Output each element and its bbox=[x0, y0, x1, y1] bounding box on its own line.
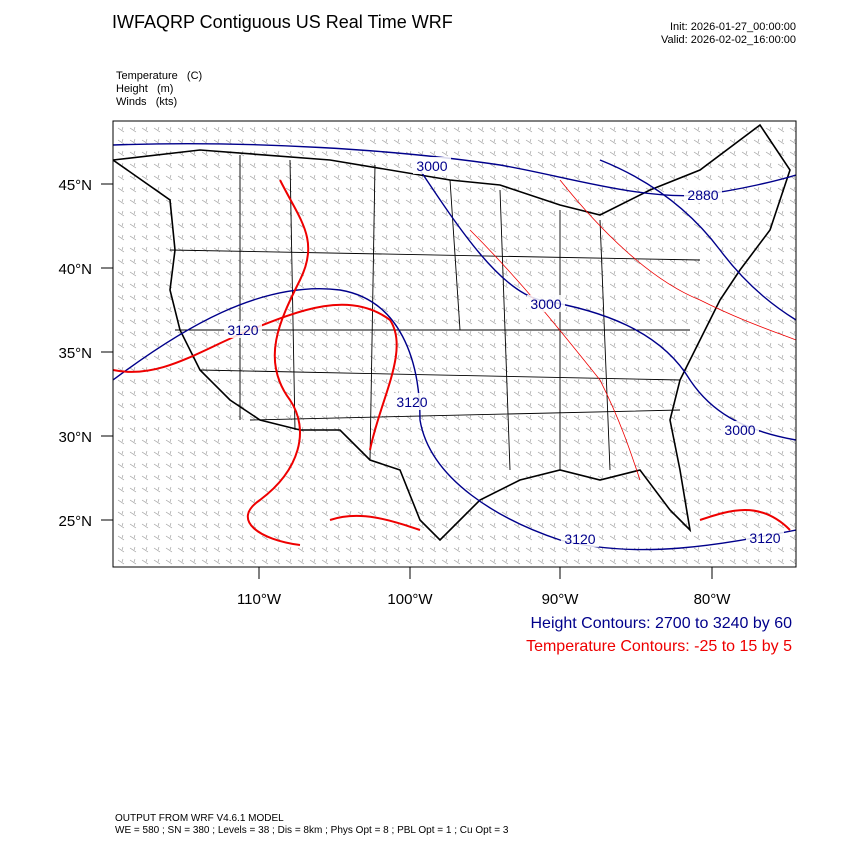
lon-label: 80°W bbox=[694, 591, 732, 608]
contour-label: 3120 bbox=[749, 530, 780, 546]
contour-label: 3120 bbox=[396, 394, 427, 410]
temperature-legend: Temperature Contours: -25 to 15 by 5 bbox=[526, 638, 792, 655]
map-frame bbox=[112, 120, 797, 568]
coastline bbox=[113, 123, 791, 542]
contour-label-box bbox=[561, 530, 599, 547]
height-legend: Height Contours: 2700 to 3240 by 60 bbox=[530, 615, 792, 632]
footer-model: OUTPUT FROM WRF V4.6.1 MODEL bbox=[115, 813, 284, 824]
contour-label: 3000 bbox=[724, 422, 755, 438]
contour-label-box bbox=[746, 529, 784, 546]
lat-label: 25°N bbox=[58, 513, 92, 530]
field-label: Winds (kts) bbox=[116, 96, 177, 108]
height-contours bbox=[113, 143, 796, 551]
lat-label: 35°N bbox=[58, 345, 92, 362]
contour-label: 3000 bbox=[416, 158, 447, 174]
contour-label-box bbox=[224, 321, 262, 338]
contour-label: 3120 bbox=[564, 531, 595, 547]
graticule-ticks: 45°N 40°N 35°N 30°N 25°N 110°W 100°W 90°W 80°W bbox=[58, 177, 731, 608]
init-time: Init: 2026-01-27_00:00:00 bbox=[670, 21, 796, 33]
lat-label: 40°N bbox=[58, 261, 92, 278]
valid-time: Valid: 2026-02-02_16:00:00 bbox=[661, 34, 796, 46]
contour-label: 3000 bbox=[530, 296, 561, 312]
footer-settings: WE = 580 ; SN = 380 ; Levels = 38 ; Dis … bbox=[115, 825, 509, 836]
field-label: Temperature (C) bbox=[116, 70, 202, 82]
temperature-contours bbox=[113, 179, 791, 546]
contour-label: 3120 bbox=[227, 322, 258, 338]
temperature-contours-minor bbox=[469, 179, 796, 481]
contour-label-box bbox=[684, 186, 722, 203]
contour-label: 2880 bbox=[687, 187, 718, 203]
lon-label: 90°W bbox=[542, 591, 580, 608]
contour-labels: 3000 2880 3000 3120 3120 3000 3120 3120 bbox=[224, 157, 784, 547]
lon-label: 110°W bbox=[237, 591, 282, 608]
field-label: Height (m) bbox=[116, 83, 173, 95]
contour-label-box bbox=[721, 421, 759, 438]
map: 3000 2880 3000 3120 3120 3000 3120 3120 45°N 40°… bbox=[58, 120, 797, 608]
lon-label: 100°W bbox=[387, 591, 433, 608]
contour-label-box bbox=[393, 393, 431, 410]
contour-label-box bbox=[527, 295, 565, 312]
title: IWFAQRP Contiguous US Real Time WRF bbox=[112, 12, 453, 32]
map-content: 3000 2880 3000 3120 3120 3000 3120 3120 bbox=[113, 123, 796, 565]
contour-label-box bbox=[413, 157, 451, 174]
lat-label: 30°N bbox=[58, 429, 92, 446]
lat-label: 45°N bbox=[58, 177, 92, 194]
